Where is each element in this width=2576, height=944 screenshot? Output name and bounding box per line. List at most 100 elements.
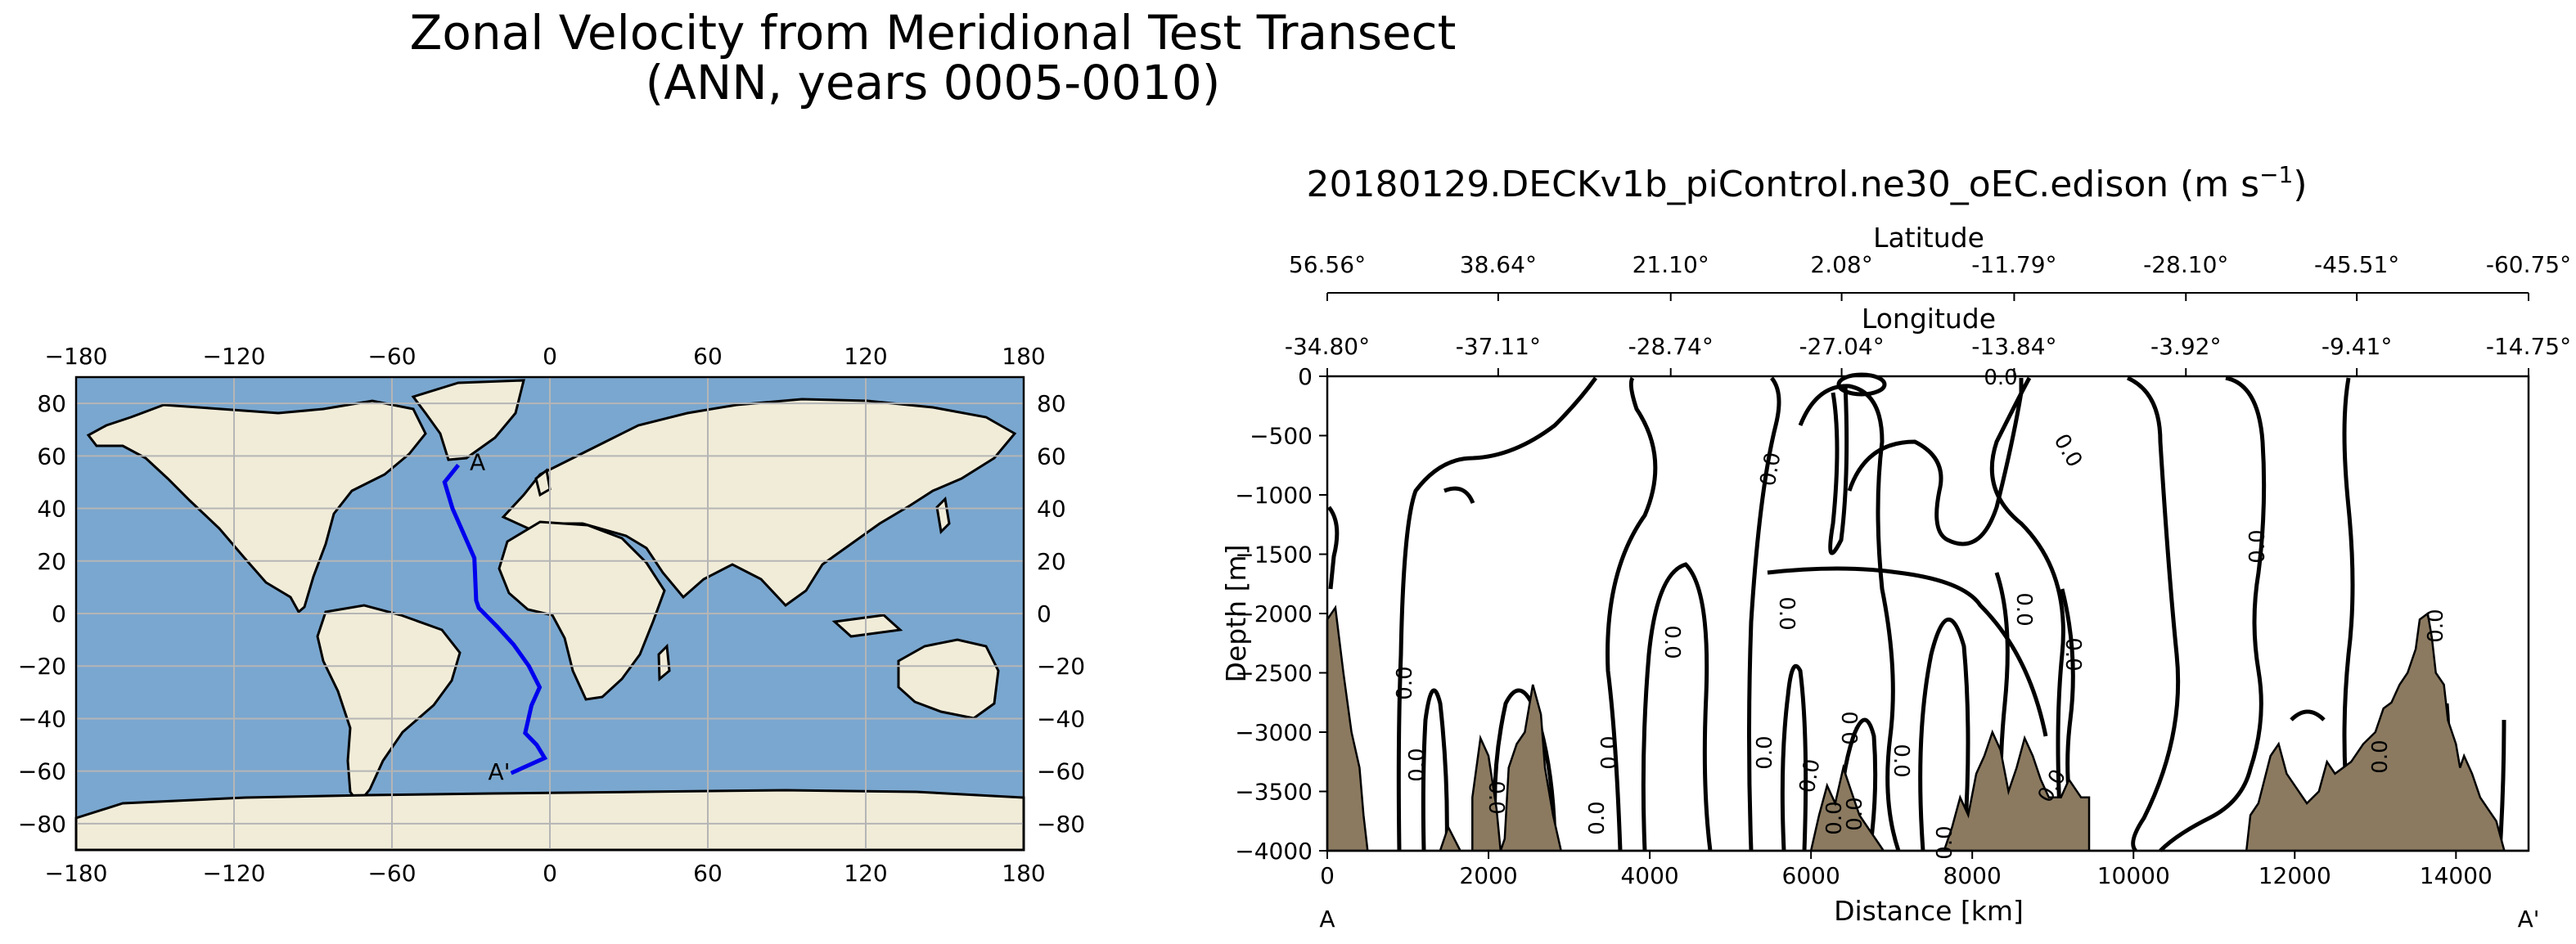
map-lon-tick-bottom: −60 <box>367 860 416 887</box>
contour-line <box>1828 384 1849 555</box>
contour-line <box>1326 506 1340 590</box>
longitude-tick-label: -3.92° <box>2150 333 2221 360</box>
map-lat-tick-left: −60 <box>18 758 66 785</box>
contour-line <box>2126 375 2181 852</box>
figure-subtitle: (ANN, years 0005-0010) <box>646 55 1221 110</box>
contour-label: 0.0 <box>2245 529 2270 563</box>
longitude-tick-label: -37.11° <box>1456 333 1541 360</box>
contour-label: 0.0 <box>1774 596 1799 630</box>
map-lon-tick-bottom: −120 <box>203 860 266 887</box>
y-axis-label: Depth [m] <box>1220 545 1252 683</box>
map-lat-tick-left: 60 <box>37 443 66 470</box>
latitude-tick-label: -11.79° <box>1971 251 2056 278</box>
contour-label: 0.0 <box>1585 801 1610 834</box>
y-tick-label: 0 <box>1298 363 1313 390</box>
y-tick-label: −2500 <box>1235 660 1313 687</box>
contour-label: 0.0 <box>1984 366 2017 390</box>
map-lat-tick-right: −60 <box>1037 758 1085 785</box>
y-tick-label: −1500 <box>1235 542 1313 569</box>
contour-label: 0.0 <box>1484 780 1508 814</box>
contour-line <box>1493 688 1557 852</box>
latitude-tick-label: 38.64° <box>1460 251 1537 278</box>
map-lon-tick-bottom: −180 <box>45 860 108 887</box>
section-title: 20180129.DECKv1b_piControl.ne30_oEC.edis… <box>1306 161 2307 205</box>
x-tick-label: 8000 <box>1943 862 2002 889</box>
contour-label: 0.0 <box>1822 801 1847 834</box>
map-lon-tick-top: 0 <box>543 343 557 370</box>
y-tick-label: −2000 <box>1235 600 1313 627</box>
map-lat-tick-left: −40 <box>18 705 66 732</box>
map-lat-tick-left: 80 <box>37 390 66 417</box>
contour-line <box>1989 376 2065 852</box>
section-start-label: A <box>1319 906 1335 933</box>
transect-line <box>442 463 548 775</box>
map-lat-tick-right: −80 <box>1037 811 1085 838</box>
map-lat-tick-left: 40 <box>37 496 66 523</box>
contour-label: 0.0 <box>1839 711 1863 744</box>
x-tick-label: 2000 <box>1459 862 1517 889</box>
y-tick-label: −1000 <box>1235 482 1313 509</box>
contour-line <box>1780 663 1808 852</box>
contour-label: 0.0 <box>1933 825 1957 859</box>
seafloor-bathymetry <box>1326 605 2529 852</box>
longitude-tick-label: -14.75° <box>2486 333 2571 360</box>
contour-line <box>1641 562 1713 852</box>
map-lon-tick-top: −60 <box>367 343 416 370</box>
y-tick-label: −4000 <box>1235 838 1313 865</box>
map-lat-tick-right: 0 <box>1037 600 1052 627</box>
transect-start-label: A <box>470 448 485 475</box>
map-lat-tick-left: 20 <box>37 548 66 575</box>
x-tick-label: 14000 <box>2420 862 2493 889</box>
longitude-tick-label: -28.74° <box>1628 333 1714 360</box>
contour-line <box>2159 375 2267 852</box>
longitude-tick-label: -34.80° <box>1285 333 1370 360</box>
section-end-label: A' <box>2518 906 2540 933</box>
map-lon-tick-bottom: 60 <box>693 860 723 887</box>
latitude-tick-label: 2.08° <box>1810 251 1872 278</box>
longitude-tick-label: -9.41° <box>2322 333 2392 360</box>
x-tick-label: 10000 <box>2097 862 2170 889</box>
map-frame <box>74 375 1025 852</box>
y-tick-label: −3500 <box>1235 779 1313 806</box>
x-tick-label: 6000 <box>1782 862 1840 889</box>
transect-end-label: A' <box>489 758 511 785</box>
longitude-tick-label: -13.84° <box>1971 333 2056 360</box>
latitude-tick-label: 56.56° <box>1289 251 1366 278</box>
contour-label: 0.0 <box>1756 451 1786 488</box>
contour-line <box>1847 378 2024 546</box>
contour-line <box>1605 376 1658 852</box>
map-lat-tick-right: 20 <box>1037 548 1066 575</box>
map-lat-tick-right: −20 <box>1037 653 1085 680</box>
x-tick-label: 4000 <box>1620 862 1678 889</box>
map-lon-tick-top: −180 <box>45 343 108 370</box>
section-axis-ticks: 0 2000 4000 6000 8000 10000 12000 14000 0 −500 −10… <box>1235 363 2493 889</box>
latitude-tick-label: -45.51° <box>2314 251 2399 278</box>
contour-label: 0.0 <box>1393 666 1417 699</box>
contour-label: 0.0 <box>1405 748 1430 781</box>
contour-line <box>1798 384 1901 852</box>
map-lat-tick-left: −20 <box>18 653 66 680</box>
latitude-tick-label: 21.10° <box>1633 251 1709 278</box>
contour-label: 0.0 <box>2011 592 2036 626</box>
contour-line <box>1443 486 1475 505</box>
map-lat-tick-right: 60 <box>1037 443 1066 470</box>
contour-label: 0.0 <box>2368 739 2393 773</box>
map-lon-tick-top: 180 <box>1002 343 1045 370</box>
latitude-tick-label: -28.10° <box>2143 251 2228 278</box>
map-lat-tick-right: −40 <box>1037 705 1085 732</box>
contour-line <box>1747 376 1781 852</box>
contour-label: 0.0 <box>1597 735 1622 769</box>
contour-label: 0.0 <box>1660 625 1684 659</box>
map-axis-ticks: −180 −180 −120 −120 −60 −60 0 0 60 60 120 120 180 180… <box>18 343 1085 887</box>
contour-line <box>1421 688 1449 852</box>
x-tick-label: 0 <box>1320 862 1335 889</box>
x-axis-label: Distance [km] <box>1834 895 2024 927</box>
contour-line <box>1396 376 1598 852</box>
x-tick-label: 12000 <box>2259 862 2331 889</box>
longitude-axis-label: Longitude <box>1862 303 1996 335</box>
contour-label: 0.0 <box>1753 735 1777 769</box>
map-lon-tick-top: 120 <box>844 343 887 370</box>
map-lat-tick-left: 0 <box>52 600 66 627</box>
contour-line <box>1836 372 1887 397</box>
